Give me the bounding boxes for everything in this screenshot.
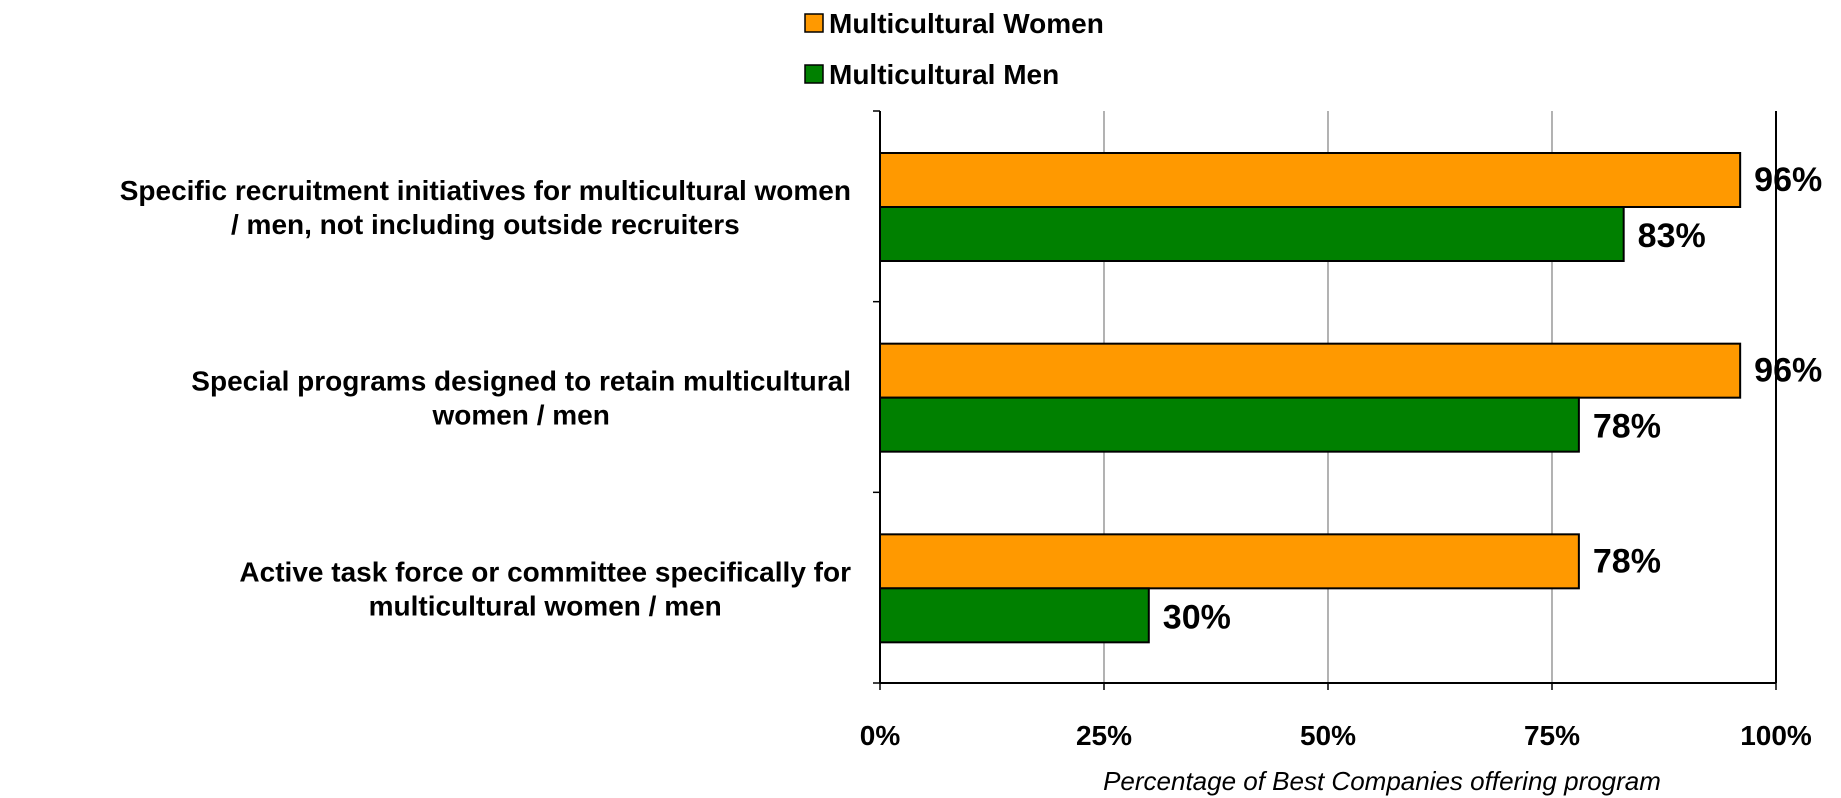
bars <box>879 152 1742 644</box>
plot-frame <box>873 110 1777 690</box>
data-label: 83% <box>1638 217 1706 255</box>
category-labels: Specific recruitment initiatives for mul… <box>120 175 851 621</box>
bar-women-1 <box>879 342 1742 399</box>
legend-item-men: Multicultural Men <box>804 59 1059 90</box>
legend-swatch-men <box>804 64 824 84</box>
data-label: 78% <box>1593 408 1661 446</box>
legend-label-women: Multicultural Women <box>829 8 1104 39</box>
bar-men-0 <box>879 206 1625 262</box>
category-label: Specific recruitment initiatives for mul… <box>120 175 851 240</box>
data-label: 96% <box>1754 352 1822 390</box>
x-tick-label: 50% <box>1300 720 1356 751</box>
legend-label-men: Multicultural Men <box>829 59 1059 90</box>
data-label: 96% <box>1754 161 1822 199</box>
bar-women-0 <box>879 152 1742 208</box>
category-label: Active task force or committee specifica… <box>239 556 851 621</box>
x-tick-label: 0% <box>860 720 901 751</box>
legend: Multicultural Women Multicultural Men <box>804 8 1104 90</box>
legend-item-women: Multicultural Women <box>804 8 1104 39</box>
bar-men-1 <box>879 396 1580 453</box>
x-axis-title: Percentage of Best Companies offering pr… <box>1103 766 1661 796</box>
x-tick-labels: 0% 25% 50% 75% 100% <box>860 720 1812 751</box>
bar-women-2 <box>879 533 1580 590</box>
category-label: Special programs designed to retain mult… <box>191 366 851 431</box>
legend-swatch-women <box>804 13 824 33</box>
x-tick-label: 25% <box>1076 720 1132 751</box>
bar-men-2 <box>879 587 1150 644</box>
x-tick-label: 75% <box>1524 720 1580 751</box>
data-label: 78% <box>1593 542 1661 580</box>
data-labels: 96% 83% 96% 78% 78% 30% <box>1163 161 1822 636</box>
data-label: 30% <box>1163 598 1231 636</box>
x-tick-label: 100% <box>1740 720 1812 751</box>
